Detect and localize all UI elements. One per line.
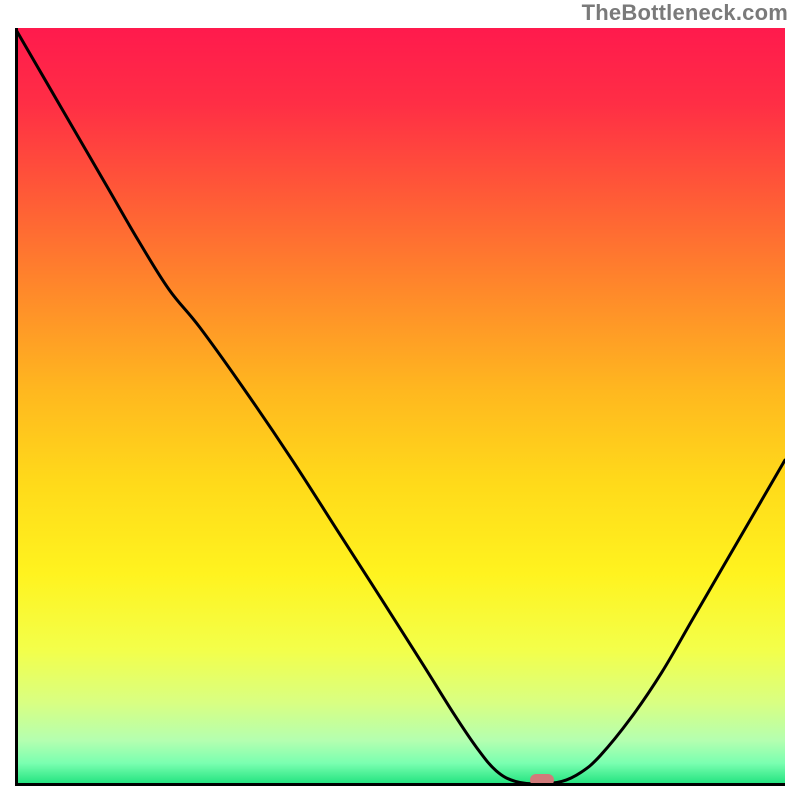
watermark-text: TheBottleneck.com <box>582 0 788 26</box>
background-gradient <box>15 28 785 786</box>
plot-area <box>15 28 785 786</box>
chart-container: TheBottleneck.com <box>0 0 800 800</box>
optimal-point-marker <box>530 774 554 786</box>
